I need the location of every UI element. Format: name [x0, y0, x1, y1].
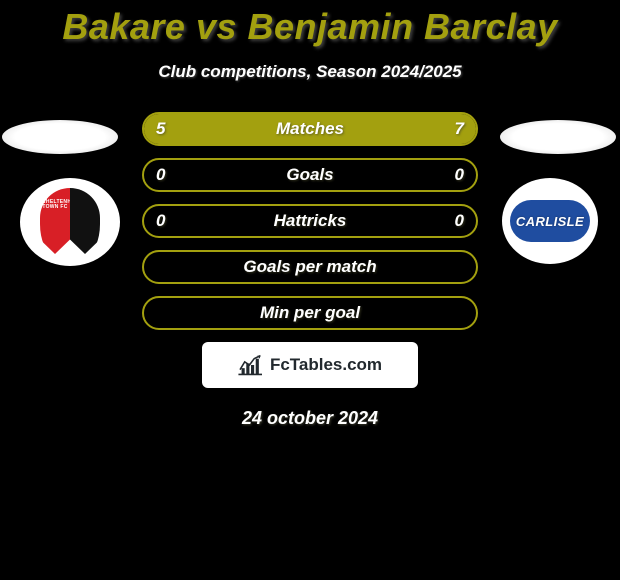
- club-badge-left-text: CHELTENHAM TOWN FC: [42, 200, 68, 211]
- stat-pill: 5 7 Matches: [142, 112, 478, 146]
- stat-label: Goals: [286, 165, 333, 185]
- stat-label: Min per goal: [260, 303, 360, 323]
- generated-date: 24 october 2024: [0, 408, 620, 429]
- stat-value-left: 5: [156, 119, 165, 139]
- stat-value-right: 0: [455, 165, 464, 185]
- stat-pill: Goals per match: [142, 250, 478, 284]
- club-badge-left: CHELTENHAM TOWN FC: [20, 178, 120, 266]
- comparison-stage: CHELTENHAM TOWN FC CARLISLE 5 7 Matches 0 0 G…: [0, 112, 620, 330]
- stat-value-left: 0: [156, 211, 165, 231]
- stat-pill: 0 0 Hattricks: [142, 204, 478, 238]
- stat-pill-list: 5 7 Matches 0 0 Goals 0 0 Hattricks Goals per mat…: [142, 112, 478, 330]
- club-badge-right-inner: CARLISLE: [510, 200, 590, 242]
- watermark-text: FcTables.com: [270, 355, 382, 375]
- stat-pill: 0 0 Goals: [142, 158, 478, 192]
- stat-pill: Min per goal: [142, 296, 478, 330]
- page-title: Bakare vs Benjamin Barclay: [0, 0, 620, 48]
- stat-value-left: 0: [156, 165, 165, 185]
- club-badge-right-text: CARLISLE: [516, 214, 584, 229]
- club-badge-right: CARLISLE: [502, 178, 598, 264]
- watermark: FcTables.com: [202, 342, 418, 388]
- stat-value-right: 0: [455, 211, 464, 231]
- subtitle: Club competitions, Season 2024/2025: [0, 62, 620, 82]
- player-photo-right: [500, 120, 616, 154]
- stat-label: Matches: [276, 119, 344, 139]
- chart-icon: [238, 354, 264, 376]
- stat-value-right: 7: [455, 119, 464, 139]
- stat-label: Hattricks: [274, 211, 347, 231]
- player-photo-left: [2, 120, 118, 154]
- stat-label: Goals per match: [243, 257, 376, 277]
